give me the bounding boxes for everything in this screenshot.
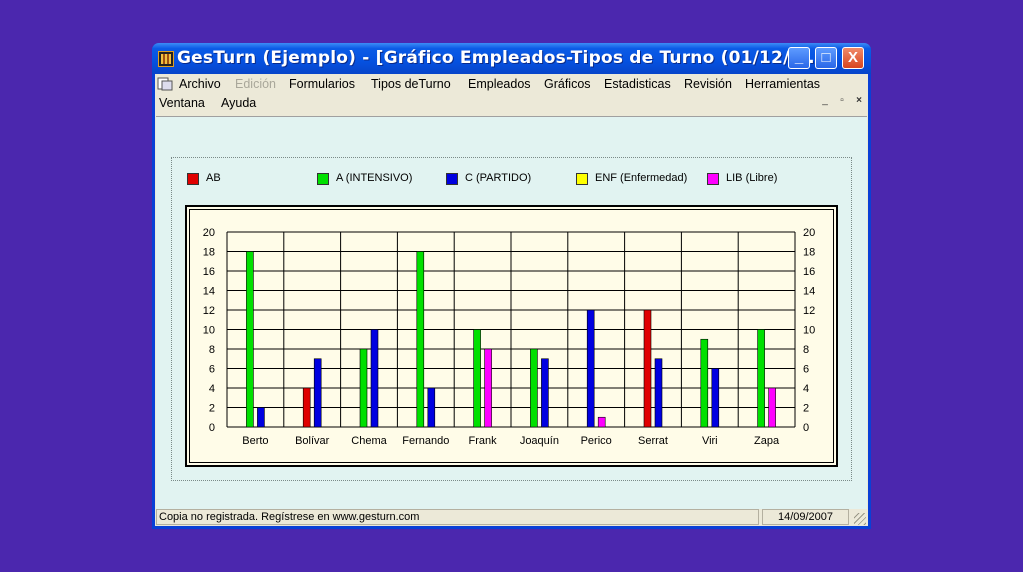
- status-bar: Copia no registrada. Regístrese en www.g…: [155, 509, 868, 526]
- bar: [700, 338, 709, 428]
- menu-ayuda[interactable]: Ayuda: [221, 96, 257, 110]
- close-button[interactable]: X: [842, 47, 864, 69]
- menu-archivo[interactable]: Archivo: [179, 77, 221, 91]
- menu-empleados[interactable]: Empleados: [468, 77, 531, 91]
- bar: [484, 348, 492, 428]
- y-tick-label-right: 20: [803, 227, 815, 239]
- y-tick-label-right: 16: [803, 266, 815, 278]
- menu-formularios[interactable]: Formularios: [289, 77, 355, 91]
- bar: [427, 387, 436, 428]
- chart-panel: AB A (INTENSIVO) C (PARTIDO) ENF (Enferm…: [171, 157, 852, 481]
- y-tick-label-right: 0: [803, 422, 809, 434]
- menu-graficos[interactable]: Gráficos: [544, 77, 591, 91]
- mdi-minimize-button[interactable]: _: [822, 95, 828, 106]
- client-area: Archivo Edición Formularios Tipos deTurn…: [155, 74, 868, 526]
- y-tick-label-left: 18: [203, 247, 215, 259]
- bar: [473, 329, 481, 428]
- x-tick-label: Bolívar: [295, 435, 330, 447]
- y-tick-label-left: 10: [203, 325, 215, 337]
- menu-tipos-turno[interactable]: Tipos deTurno: [371, 77, 451, 91]
- bar: [246, 251, 254, 428]
- y-tick-label-left: 0: [209, 422, 215, 434]
- legend-swatch: [446, 173, 458, 185]
- menu-edicion[interactable]: Edición: [235, 77, 276, 91]
- x-tick-label: Perico: [581, 435, 612, 447]
- y-tick-label-right: 14: [803, 286, 815, 298]
- bar: [370, 329, 379, 428]
- bar: [654, 358, 663, 428]
- legend-swatch: [576, 173, 588, 185]
- document-icon[interactable]: [157, 77, 173, 91]
- legend-label: AB: [206, 172, 221, 184]
- bar: [313, 358, 322, 428]
- bar: [257, 407, 265, 428]
- x-tick-label: Fernando: [402, 435, 449, 447]
- maximize-button[interactable]: □: [815, 47, 837, 69]
- bar: [768, 387, 776, 428]
- x-tick-label: Frank: [469, 435, 498, 447]
- legend-swatch: [707, 173, 719, 185]
- mdi-restore-button[interactable]: ▫: [840, 95, 844, 106]
- y-tick-label-right: 6: [803, 364, 809, 376]
- bar: [643, 309, 652, 428]
- legend-swatch: [187, 173, 199, 185]
- y-tick-label-right: 10: [803, 325, 815, 337]
- status-date: 14/09/2007: [762, 509, 849, 525]
- bar: [416, 251, 425, 428]
- y-tick-label-right: 18: [803, 247, 815, 259]
- minimize-button[interactable]: _: [788, 47, 810, 69]
- y-tick-label-left: 4: [209, 383, 215, 395]
- mdi-document-area: AB A (INTENSIVO) C (PARTIDO) ENF (Enferm…: [156, 116, 867, 509]
- y-tick-label-left: 8: [209, 344, 215, 356]
- bar: [711, 368, 720, 428]
- x-tick-label: Joaquín: [520, 435, 559, 447]
- menu-estadisticas[interactable]: Estadisticas: [604, 77, 671, 91]
- menu-revision[interactable]: Revisión: [684, 77, 732, 91]
- y-tick-label-left: 20: [203, 227, 215, 239]
- bar: [597, 416, 606, 428]
- legend-label: LIB (Libre): [726, 172, 778, 184]
- bar: [359, 348, 368, 428]
- window-title: GesTurn (Ejemplo) - [Gráfico Empleados-T…: [177, 48, 822, 68]
- legend-label: ENF (Enfermedad): [595, 172, 688, 184]
- app-icon[interactable]: [158, 51, 174, 67]
- bar: [757, 329, 765, 428]
- y-tick-label-right: 8: [803, 344, 809, 356]
- bar: [541, 358, 549, 428]
- y-tick-label-right: 2: [803, 403, 809, 415]
- x-tick-label: Chema: [351, 435, 387, 447]
- menu-bar: Archivo Edición Formularios Tipos deTurn…: [155, 74, 868, 114]
- menu-ventana[interactable]: Ventana: [159, 96, 205, 110]
- app-window: GesTurn (Ejemplo) - [Gráfico Empleados-T…: [152, 43, 871, 529]
- bar: [530, 348, 538, 428]
- y-tick-label-left: 16: [203, 266, 215, 278]
- title-bar[interactable]: GesTurn (Ejemplo) - [Gráfico Empleados-T…: [152, 43, 871, 74]
- bar-chart: 0 0 2 2 4 4 6 6 8 8 10 10 12 12 14 14 16 16 18 18 20 20 Berto B…: [203, 227, 816, 447]
- y-tick-label-left: 14: [203, 286, 215, 298]
- y-tick-label-left: 2: [209, 403, 215, 415]
- x-tick-label: Berto: [242, 435, 268, 447]
- x-tick-label: Serrat: [638, 435, 668, 447]
- status-message: Copia no registrada. Regístrese en www.g…: [156, 509, 759, 525]
- chart-frame: 0 0 2 2 4 4 6 6 8 8 10 10 12 12 14 14 16 16 18 18 20 20 Berto B…: [185, 205, 838, 467]
- resize-grip-icon[interactable]: [854, 513, 866, 525]
- y-tick-label-left: 6: [209, 364, 215, 376]
- y-tick-label-left: 12: [203, 305, 215, 317]
- bar: [302, 387, 311, 428]
- x-tick-label: Zapa: [754, 435, 780, 447]
- mdi-close-button[interactable]: ×: [856, 95, 862, 106]
- legend-label: C (PARTIDO): [465, 172, 532, 184]
- bar: [586, 309, 595, 428]
- legend-swatch: [317, 173, 329, 185]
- y-tick-label-right: 12: [803, 305, 815, 317]
- menu-herramientas[interactable]: Herramientas: [745, 77, 821, 91]
- legend-label: A (INTENSIVO): [336, 172, 413, 184]
- y-tick-label-right: 4: [803, 383, 809, 395]
- x-tick-label: Viri: [702, 435, 718, 447]
